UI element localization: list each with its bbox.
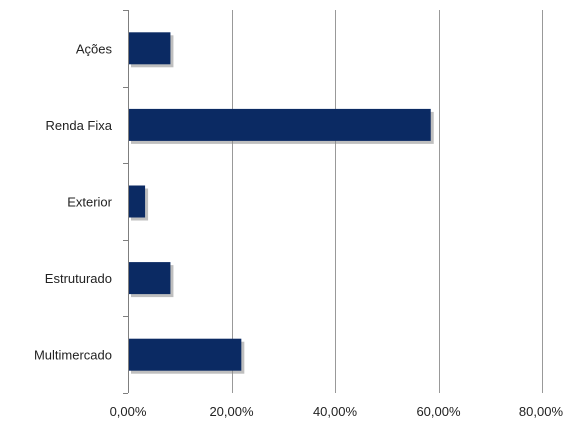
x-tick-label: 60,00% [416,404,461,419]
category-label: Estruturado [45,271,112,286]
bar-0 [128,32,171,65]
x-tick-label: 80,00% [519,404,564,419]
bars [128,32,434,374]
x-tick-label: 0,00% [110,404,147,419]
bar-4 [128,338,242,371]
bar-3 [128,262,171,295]
category-label: Multimercado [34,348,112,363]
category-labels: Ações Renda Fixa Exterior Estruturado Multim… [34,41,113,362]
y-axis [123,10,129,394]
gridlines [232,10,543,393]
category-label: Ações [76,41,113,56]
bar-1 [128,108,431,141]
x-tick-label: 40,00% [313,404,358,419]
bar-2 [128,185,146,218]
x-tick-labels: 0,00% 20,00% 40,00% 60,00% 80,00% [110,404,564,419]
category-label: Renda Fixa [46,118,113,133]
x-tick-label: 20,00% [209,404,254,419]
category-label: Exterior [67,195,112,210]
